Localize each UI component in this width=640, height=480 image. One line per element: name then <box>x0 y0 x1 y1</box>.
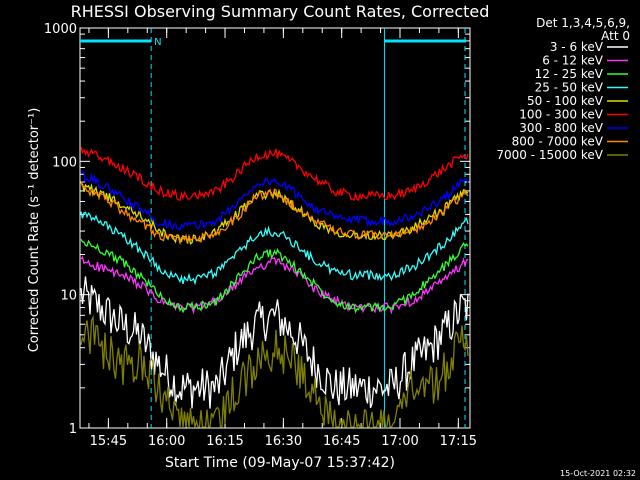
legend-label: 12 - 25 keV <box>535 67 604 81</box>
y-tick-label: 1000 <box>44 22 77 37</box>
plot-frame <box>79 27 471 429</box>
x-tick-label: 17:15 <box>440 434 477 449</box>
series-line-6 <box>80 147 469 202</box>
x-tick-label: 16:15 <box>206 434 243 449</box>
legend-label: 6 - 12 keV <box>542 54 604 68</box>
series-line-3 <box>80 238 469 314</box>
legend-label: 100 - 300 keV <box>519 108 603 122</box>
x-tick-label: 16:45 <box>323 434 360 449</box>
chart-title: RHESSI Observing Summary Count Rates, Co… <box>71 2 490 21</box>
y-tick-label: 10 <box>60 289 77 304</box>
detector-note-line2: Att 0 <box>601 29 630 43</box>
legend-label: 300 - 800 keV <box>519 121 603 135</box>
legend-label: 50 - 100 keV <box>527 94 604 108</box>
legend-label: 3 - 6 keV <box>550 40 604 54</box>
x-tick-label: 17:00 <box>381 434 418 449</box>
series-layer <box>80 147 469 430</box>
legend-label: 800 - 7000 keV <box>512 135 604 149</box>
x-tick-label: 16:00 <box>148 434 185 449</box>
legend-label: 25 - 50 keV <box>535 81 604 95</box>
x-axis-label: Start Time (09-May-07 15:37:42) <box>165 455 395 471</box>
series-line-4 <box>80 211 469 286</box>
series-line-7 <box>81 171 469 231</box>
y-tick-label: 100 <box>52 155 77 170</box>
axes: 1 10 100 1000 15:45 16:00 16:15 16:30 16:45 17:00… <box>44 22 477 449</box>
detector-note-line1: Det 1,3,4,5,6,9, <box>536 16 630 30</box>
y-axis-label: Corrected Count Rate (s⁻¹ detector⁻¹) <box>27 108 42 353</box>
legend-label: 7000 - 15000 keV <box>496 148 603 162</box>
timestamp: 15-Oct-2021 02:32 <box>560 469 636 478</box>
x-tick-label: 16:30 <box>265 434 302 449</box>
series-line-1 <box>80 276 469 409</box>
y-tick-label: 1 <box>69 422 77 437</box>
series-line-8 <box>80 181 469 246</box>
series-line-2 <box>80 255 469 315</box>
series-line-9 <box>80 314 469 430</box>
x-tick-label: 15:45 <box>90 434 127 449</box>
night-marker-label: N <box>154 37 161 48</box>
